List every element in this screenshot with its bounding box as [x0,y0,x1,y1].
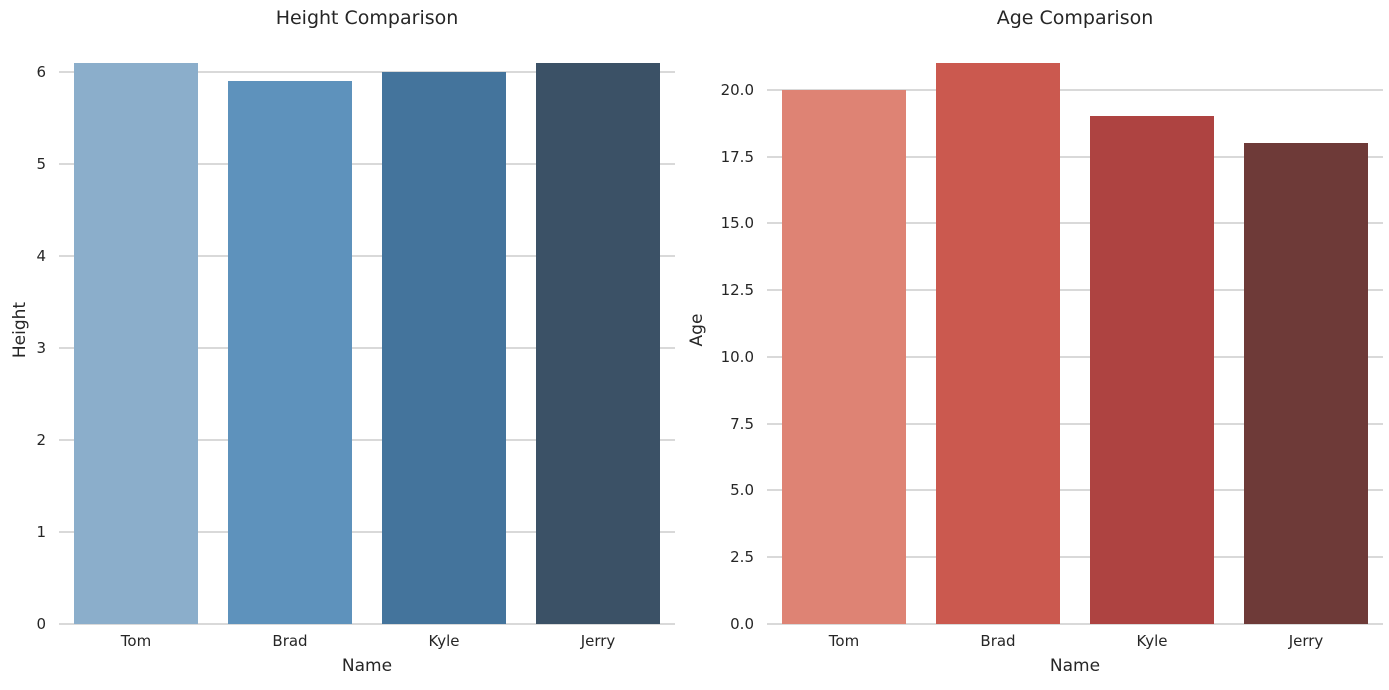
y-tick-label: 17.5 [720,147,754,166]
x-tick-label-brad: Brad [980,632,1016,650]
chart2-y-axis-label-text: Age [687,313,707,346]
gridline [767,88,1383,91]
bar-jerry [536,63,660,624]
y-tick-label: 6 [36,63,46,82]
y-tick-label: 5.0 [730,481,754,500]
gridline [59,531,675,534]
y-tick-label: 20.0 [720,80,754,99]
x-tick-label-tom: Tom [120,632,152,650]
chart2-y-axis-label: Age [684,35,710,624]
y-tick-label: 0 [36,615,46,633]
y-tick-label: 5 [36,155,46,174]
bar-tom [782,89,906,624]
gridline [767,556,1383,559]
x-tick-label-kyle: Kyle [1136,632,1168,650]
gridline [59,255,675,258]
gridline [59,163,675,166]
y-tick-label: 4 [36,247,46,266]
x-tick-label-jerry: Jerry [1288,632,1324,650]
y-tick-label: 2 [36,431,46,450]
gridline [59,623,675,625]
gridline [59,439,675,442]
x-tick-label-brad: Brad [272,632,308,650]
bar-jerry [1244,143,1368,624]
x-tick-label-kyle: Kyle [428,632,460,650]
y-tick-label: 2.5 [730,548,754,567]
gridline [767,155,1383,158]
y-tick-label: 7.5 [730,414,754,433]
bar-kyle [1090,116,1214,624]
chart1-plot-area: 0 1 2 3 4 5 6 Tom Brad Kyle Jerry [36,35,675,650]
y-tick-label: 1 [36,523,46,542]
bar-kyle [382,72,506,624]
chart2-title: Age Comparison [996,7,1154,29]
y-tick-label: 0.0 [730,615,754,633]
gridline [767,289,1383,292]
y-tick-label: 10.0 [720,347,754,366]
y-tick-label: 3 [36,339,46,358]
x-tick-label-tom: Tom [828,632,860,650]
gridline [59,347,675,350]
chart2-plot-area: 0.0 2.5 5.0 7.5 10.0 12.5 15.0 17.5 20.0 Tom Brad K… [721,35,1383,650]
gridline [767,422,1383,425]
chart1-title: Height Comparison [275,7,459,29]
gridline [767,489,1383,492]
gridline [767,222,1383,225]
gridline [59,71,675,74]
bar-brad [936,63,1060,624]
bar-brad [228,81,352,624]
chart1-x-axis-label: Name [341,656,393,676]
chart2-x-axis-label: Name [1049,656,1101,676]
y-tick-label: 15.0 [720,214,754,233]
x-tick-label-jerry: Jerry [580,632,616,650]
gridline [767,623,1383,625]
y-tick-label: 12.5 [720,281,754,300]
gridline [767,355,1383,358]
bar-tom [74,63,198,624]
